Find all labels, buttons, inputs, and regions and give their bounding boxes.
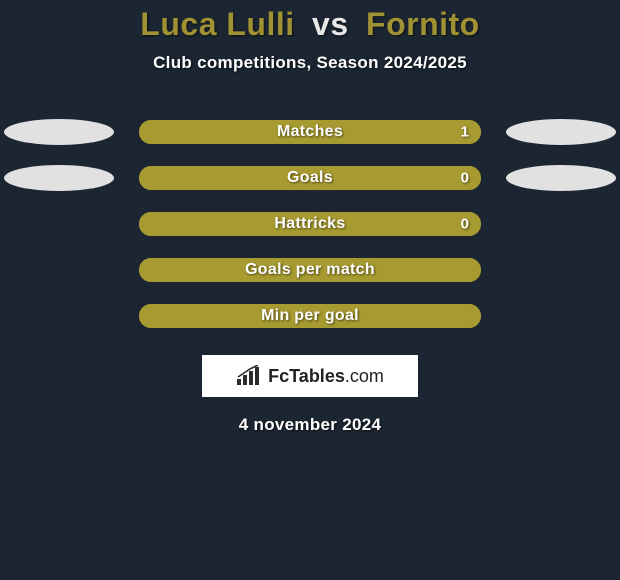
stat-bar: Goals per match — [139, 258, 481, 282]
stat-bar: Goals 0 — [139, 166, 481, 190]
stat-value-right: 0 — [461, 216, 469, 233]
stat-label: Hattricks — [274, 215, 345, 233]
player1-name: Luca Lulli — [140, 6, 294, 42]
stat-label: Goals — [287, 169, 333, 187]
stat-row: Goals 0 — [0, 155, 620, 201]
left-ellipse — [4, 119, 114, 145]
left-ellipse — [4, 165, 114, 191]
stat-bar: Min per goal — [139, 304, 481, 328]
comparison-card: Luca Lulli vs Fornito Club competitions,… — [0, 0, 620, 435]
stat-label: Min per goal — [261, 307, 359, 325]
stat-row: Goals per match — [0, 247, 620, 293]
stat-row: Matches 1 — [0, 109, 620, 155]
stat-label: Goals per match — [245, 261, 375, 279]
stat-label: Matches — [277, 123, 343, 141]
page-title: Luca Lulli vs Fornito — [0, 6, 620, 43]
stat-bar: Matches 1 — [139, 120, 481, 144]
logo-text: FcTables.com — [268, 366, 384, 387]
stat-row: Min per goal — [0, 293, 620, 339]
logo-suffix: .com — [345, 366, 384, 386]
right-ellipse — [506, 165, 616, 191]
stat-rows: Matches 1 Goals 0 Hattricks 0 Goals per match M… — [0, 109, 620, 339]
stat-row: Hattricks 0 — [0, 201, 620, 247]
right-ellipse — [506, 119, 616, 145]
logo-box: FcTables.com — [202, 355, 418, 397]
vs-label: vs — [312, 6, 349, 42]
bar-chart-icon — [236, 365, 262, 387]
date-label: 4 november 2024 — [0, 415, 620, 435]
stat-value-right: 0 — [461, 170, 469, 187]
subtitle: Club competitions, Season 2024/2025 — [0, 53, 620, 73]
player2-name: Fornito — [366, 6, 480, 42]
logo-brand: FcTables — [268, 366, 345, 386]
stat-bar: Hattricks 0 — [139, 212, 481, 236]
stat-value-right: 1 — [461, 124, 469, 141]
